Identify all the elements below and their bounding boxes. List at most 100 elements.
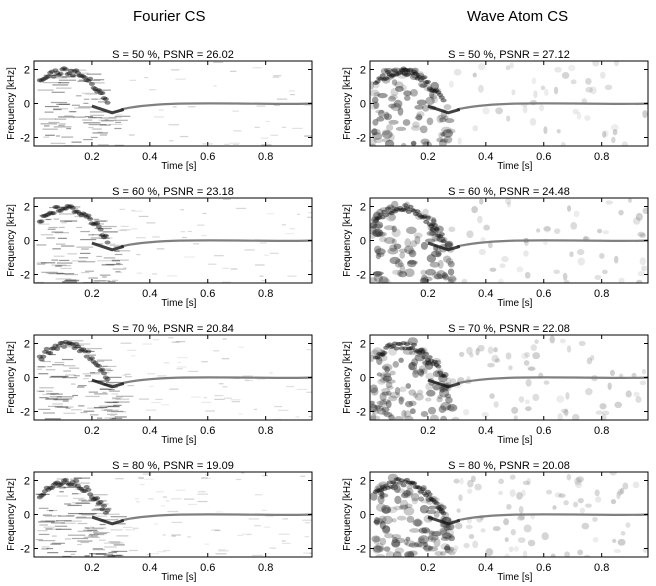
energy-streak	[56, 406, 69, 408]
energy-streak	[72, 116, 86, 118]
energy-blob	[401, 490, 413, 499]
noise-streak	[119, 208, 126, 210]
energy-blob	[425, 268, 436, 276]
energy-streak	[81, 92, 99, 94]
noise-blob	[562, 272, 568, 281]
energy-blob	[412, 369, 420, 378]
energy-blob	[399, 499, 409, 509]
noise-streak	[158, 109, 164, 111]
noise-blob	[493, 401, 499, 408]
energy-blob	[405, 536, 411, 542]
energy-blob	[437, 394, 443, 400]
energy-blob	[443, 115, 449, 121]
energy-streak	[67, 534, 86, 536]
noise-streak	[187, 536, 192, 538]
noise-blob	[504, 553, 510, 557]
y-tick-label: 2	[24, 339, 30, 351]
noise-blob	[612, 129, 618, 136]
noise-blob	[560, 408, 568, 413]
energy-streak	[83, 138, 93, 141]
noise-blob	[487, 346, 494, 355]
noise-streak	[168, 337, 174, 339]
chirp-blob	[426, 355, 433, 360]
noise-blob	[642, 110, 648, 119]
noise-streak	[244, 249, 255, 251]
noise-streak	[263, 254, 270, 256]
noise-streak	[221, 358, 230, 360]
chirp-blob	[99, 91, 106, 96]
noise-blob	[456, 508, 461, 513]
energy-blob	[448, 533, 455, 539]
noise-blob	[639, 380, 647, 386]
energy-blob	[416, 542, 423, 548]
noise-streak	[203, 397, 207, 399]
energy-streak	[75, 502, 91, 504]
energy-blob	[410, 240, 418, 248]
noise-blob	[581, 98, 588, 104]
noise-blob	[501, 256, 509, 263]
energy-streak	[63, 370, 72, 372]
energy-blob	[420, 138, 430, 145]
energy-blob	[373, 516, 380, 526]
noise-streak	[157, 375, 167, 377]
noise-blob	[583, 554, 591, 557]
energy-streak	[112, 396, 123, 399]
energy-blob	[387, 247, 399, 255]
noise-streak	[265, 120, 270, 123]
energy-streak	[75, 517, 92, 519]
noise-blob	[517, 537, 526, 544]
x-axis-label: Time [s]	[497, 298, 532, 309]
energy-streak	[45, 520, 58, 522]
energy-blob	[378, 276, 389, 283]
energy-streak	[88, 123, 107, 126]
energy-streak	[58, 79, 77, 81]
energy-blob	[381, 387, 390, 393]
energy-streak	[55, 243, 66, 245]
noise-streak	[308, 416, 312, 418]
energy-streak	[93, 531, 99, 533]
energy-blob	[444, 241, 453, 249]
energy-streak	[64, 273, 79, 276]
noise-streak	[290, 94, 295, 96]
energy-streak	[78, 513, 96, 515]
x-tick-label: 0.6	[536, 151, 551, 163]
noise-streak	[261, 144, 272, 146]
column-title-wave-atom: Wave Atom CS	[467, 8, 569, 25]
energy-streak	[88, 391, 99, 393]
chirp-blob	[374, 355, 381, 360]
energy-streak	[85, 270, 94, 272]
energy-blob	[392, 551, 402, 557]
x-tick-label: 0.2	[84, 151, 99, 163]
chirp-blob	[69, 73, 76, 78]
chirp-blob	[378, 212, 385, 217]
noise-blob	[544, 88, 549, 97]
noise-blob	[635, 396, 642, 403]
panel-title: S = 70 %, PSNR = 22.08	[448, 323, 570, 335]
noise-blob	[511, 406, 519, 414]
noise-streak	[254, 525, 262, 527]
noise-streak	[308, 212, 312, 214]
energy-blob	[372, 118, 379, 126]
noise-streak	[120, 225, 129, 227]
energy-streak	[102, 231, 118, 233]
energy-blob	[446, 276, 457, 282]
noise-blob	[475, 347, 480, 356]
y-tick-label: -2	[356, 133, 366, 145]
energy-streak	[81, 512, 98, 515]
noise-streak	[132, 527, 139, 529]
energy-blob	[434, 530, 444, 536]
noise-streak	[233, 130, 242, 132]
energy-blob	[382, 515, 393, 525]
noise-blob	[595, 496, 602, 503]
noise-blob	[454, 380, 462, 389]
energy-blob	[372, 544, 382, 554]
chirp-blob	[407, 204, 414, 209]
noise-blob	[527, 365, 535, 371]
energy-blob	[380, 371, 392, 381]
x-tick-label: 0.2	[420, 151, 435, 163]
x-tick-label: 0.4	[478, 425, 493, 437]
energy-blob	[440, 132, 446, 137]
noise-streak	[309, 260, 312, 262]
noise-streak	[307, 216, 312, 218]
energy-streak	[107, 555, 116, 557]
